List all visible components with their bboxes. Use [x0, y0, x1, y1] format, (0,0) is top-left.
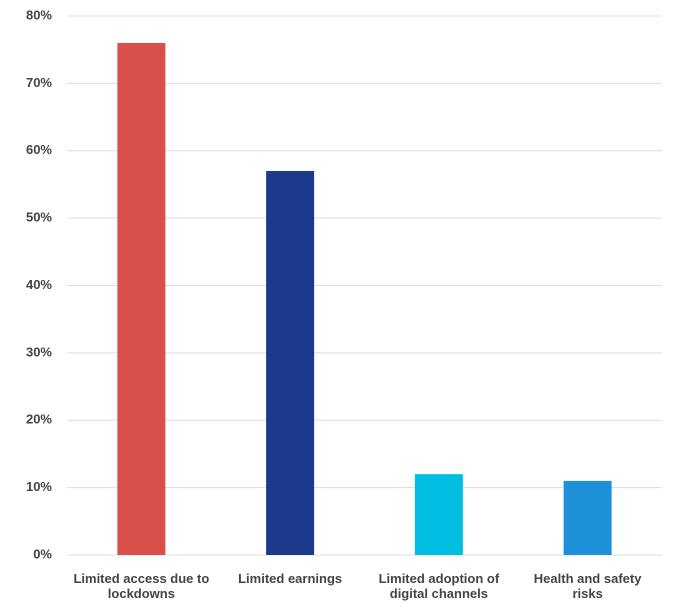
x-tick-label: Limited adoption of digital channels — [378, 571, 500, 601]
y-tick-label: 20% — [26, 412, 52, 427]
bar — [563, 480, 612, 555]
y-tick-label: 70% — [26, 75, 52, 90]
y-tick-label: 30% — [26, 344, 52, 359]
y-tick-label: 80% — [26, 7, 52, 22]
bar — [117, 42, 166, 555]
y-tick-label: 10% — [26, 479, 52, 494]
x-tick-label: Limited access due to lockdowns — [73, 571, 210, 601]
y-tick-label: 60% — [26, 142, 52, 157]
bar — [414, 474, 463, 555]
y-tick-label: 40% — [26, 277, 52, 292]
x-tick-label: Health and safety risks — [533, 571, 642, 601]
bar — [266, 170, 315, 555]
y-tick-label: 0% — [33, 546, 52, 561]
y-tick-label: 50% — [26, 210, 52, 225]
x-tick-label: Limited earnings — [238, 571, 343, 586]
